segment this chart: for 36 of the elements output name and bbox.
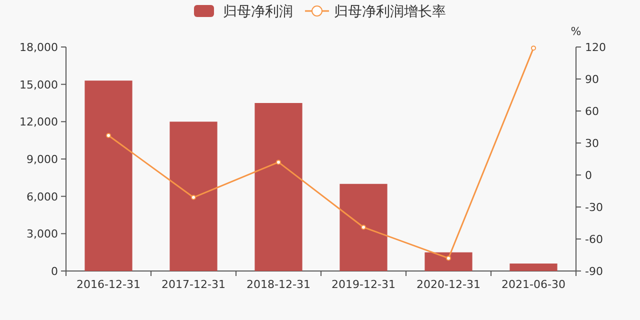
y-tick-label: 0 bbox=[51, 265, 58, 278]
y-tick-label: 9,000 bbox=[26, 153, 58, 166]
bar bbox=[170, 122, 218, 271]
y2-tick-label: -60 bbox=[585, 233, 603, 246]
bar bbox=[510, 264, 558, 271]
bar bbox=[84, 80, 132, 271]
y2-tick-label: 0 bbox=[585, 169, 592, 182]
y-tick-label: 12,000 bbox=[20, 116, 58, 129]
y-tick-label: 18,000 bbox=[20, 41, 58, 54]
bar bbox=[254, 103, 302, 271]
y-tick-label: 15,000 bbox=[20, 78, 58, 92]
y2-tick-label: 90 bbox=[585, 73, 599, 86]
point bbox=[361, 224, 366, 230]
point bbox=[106, 133, 111, 138]
x-tick-label: 2018-12-31 bbox=[246, 278, 310, 291]
point bbox=[531, 46, 536, 51]
y-tick-label: 6,000 bbox=[26, 190, 58, 204]
y2-tick-label: 30 bbox=[585, 137, 599, 150]
legend-label: 归母净利润增长率 bbox=[334, 4, 446, 20]
y2-tick-label: 120 bbox=[585, 41, 606, 54]
bar bbox=[340, 184, 388, 271]
x-tick-label: 2017-12-31 bbox=[162, 278, 226, 291]
legend-label: 归母净利润 bbox=[223, 4, 293, 20]
bar bbox=[424, 252, 472, 271]
point bbox=[191, 194, 196, 200]
x-tick-label: 2019-12-31 bbox=[332, 278, 396, 291]
x-tick-label: 2016-12-31 bbox=[76, 278, 140, 291]
y2-tick-label: -90 bbox=[585, 265, 603, 278]
y2-axis-title: % bbox=[570, 25, 582, 38]
x-tick-label: 2021-06-30 bbox=[502, 278, 566, 291]
y2-tick-label: -30 bbox=[585, 201, 603, 214]
y2-tick-label: 60 bbox=[585, 105, 599, 118]
point bbox=[276, 160, 281, 165]
x-tick-label: 2020-12-31 bbox=[416, 278, 480, 291]
point bbox=[446, 256, 451, 261]
y-tick-label: 3,000 bbox=[26, 228, 58, 241]
